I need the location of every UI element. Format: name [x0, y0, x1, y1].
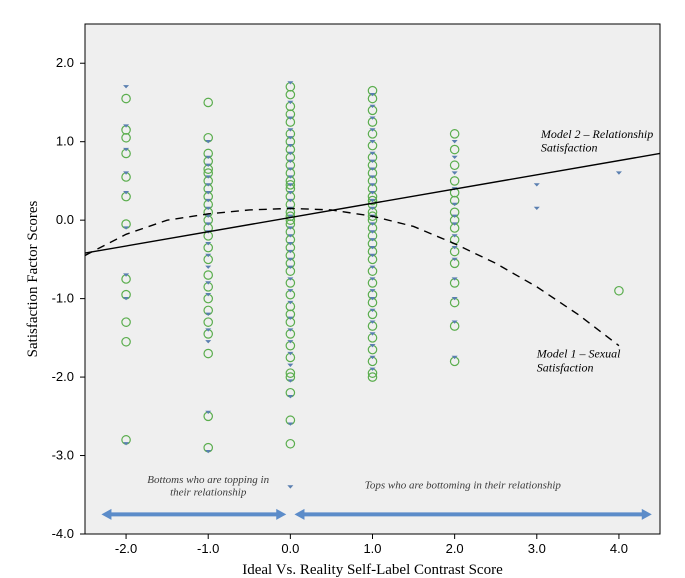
- y-axis-label: Satisfaction Factor Scores: [25, 201, 41, 358]
- model1-label: Satisfaction: [537, 360, 594, 374]
- x-tick-label: 4.0: [610, 541, 628, 556]
- scatter-chart: -2.0 -1.0 0.0 1.0 2.0 3.0 4.0 -4.0 -3.0 -2.0 -1.0 0…: [0, 0, 685, 578]
- x-tick-label: -1.0: [197, 541, 219, 556]
- annotation-tops: Tops who are bottoming in their relation…: [365, 479, 562, 491]
- chart-container: -2.0 -1.0 0.0 1.0 2.0 3.0 4.0 -4.0 -3.0 -2.0 -1.0 0…: [0, 0, 685, 578]
- x-tick-label: 0.0: [281, 541, 299, 556]
- x-tick-label: 2.0: [446, 541, 464, 556]
- y-tick-label: 2.0: [56, 55, 74, 70]
- y-tick-label: 1.0: [56, 134, 74, 149]
- model1-label: Model 1 – Sexual: [536, 346, 621, 360]
- x-tick-label: -2.0: [115, 541, 137, 556]
- x-tick-label: 3.0: [528, 541, 546, 556]
- y-tick-label: -1.0: [52, 291, 74, 306]
- x-axis-label: Ideal Vs. Reality Self-Label Contrast Sc…: [242, 562, 503, 578]
- model2-label: Satisfaction: [541, 141, 598, 155]
- model2-label: Model 2 – Relationship: [540, 127, 653, 141]
- y-tick-label: -3.0: [52, 448, 74, 463]
- x-tick-label: 1.0: [363, 541, 381, 556]
- y-tick-label: -4.0: [52, 526, 74, 541]
- y-tick-label: -2.0: [52, 369, 74, 384]
- annotation-bottoms: their relationship: [170, 487, 247, 499]
- y-tick-label: 0.0: [56, 212, 74, 227]
- annotation-bottoms: Bottoms who are topping in: [147, 474, 269, 486]
